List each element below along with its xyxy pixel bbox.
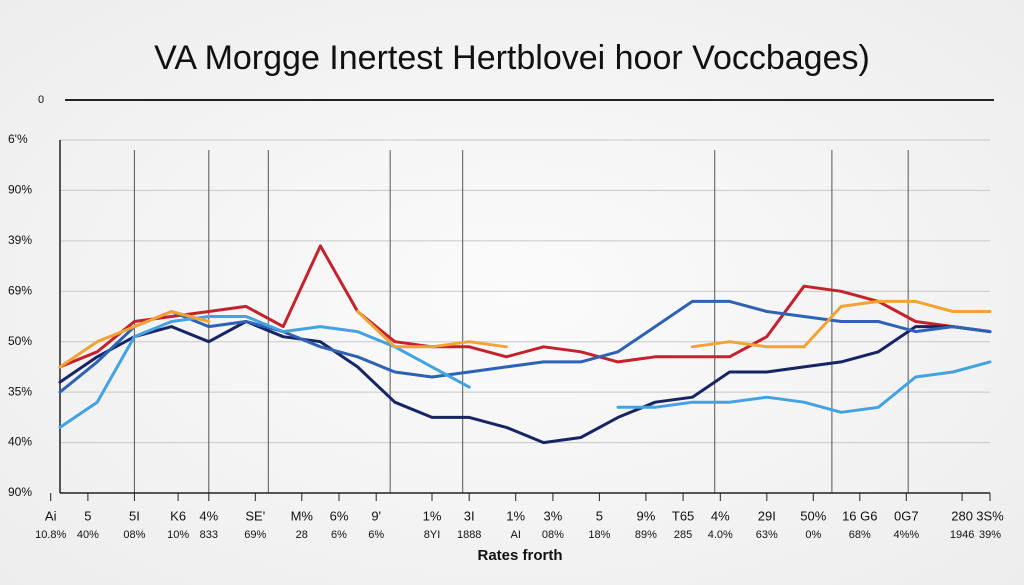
x-tick-label: 9' bbox=[371, 508, 381, 523]
x-tick-label: 6% bbox=[330, 508, 349, 523]
x-tick-label-second-row: 4.0% bbox=[708, 529, 733, 541]
x-tick-label-second-row: 08% bbox=[542, 529, 564, 541]
x-tick-label: K6 bbox=[170, 508, 186, 523]
x-tick-label-second-row: 39% bbox=[979, 529, 1001, 541]
x-tick-label-second-row: 28 bbox=[296, 529, 308, 541]
x-tick-label-second-row: 68% bbox=[849, 529, 871, 541]
x-tick-label: Ai bbox=[45, 508, 57, 523]
x-tick-label: 280 bbox=[951, 508, 973, 523]
x-tick-label: M% bbox=[291, 508, 314, 523]
x-tick-label: 3S% bbox=[976, 508, 1004, 523]
top-label: 0 bbox=[38, 94, 44, 106]
y-tick-label: 50% bbox=[8, 334, 32, 348]
x-tick-label-second-row: 08% bbox=[123, 529, 145, 541]
x-tick-label-second-row: 18% bbox=[588, 529, 610, 541]
chart-title: VA Morgge Inertest Hertblovei hoor Voccb… bbox=[154, 39, 870, 77]
x-tick-label: 3I bbox=[464, 508, 475, 523]
x-tick-label-second-row: 1888 bbox=[457, 529, 481, 541]
x-tick-label: 5 bbox=[84, 508, 91, 523]
x-tick-label-second-row: 4%% bbox=[893, 529, 919, 541]
x-tick-label-second-row: 40% bbox=[77, 529, 99, 541]
x-tick-label: 1% bbox=[506, 508, 525, 523]
x-tick-label-second-row: 8YI bbox=[424, 529, 441, 541]
x-tick-label-second-row: 10% bbox=[167, 529, 189, 541]
x-tick-label-second-row: 69% bbox=[244, 529, 266, 541]
series-line bbox=[58, 299, 992, 394]
x-tick-label-second-row: 833 bbox=[200, 529, 218, 541]
x-tick-label-second-row: 63% bbox=[756, 529, 778, 541]
x-tick-label: 1% bbox=[423, 508, 442, 523]
x-tick-label: 0G7 bbox=[894, 508, 919, 523]
x-tick-label: 16 G6 bbox=[842, 508, 877, 523]
x-tick-label: 5I bbox=[129, 508, 140, 523]
y-tick-label: 69% bbox=[8, 283, 32, 297]
x-tick-label: 3% bbox=[544, 508, 563, 523]
series-line bbox=[58, 299, 992, 369]
x-tick-label-second-row: AI bbox=[510, 529, 520, 541]
y-tick-label: 90% bbox=[8, 485, 32, 499]
x-tick-label-second-row: 285 bbox=[674, 529, 692, 541]
x-tick-label-second-row: 89% bbox=[635, 529, 657, 541]
x-tick-label-second-row: 1946 bbox=[950, 529, 974, 541]
y-tick-label: 90% bbox=[8, 183, 32, 197]
x-tick-label-second-row: 0% bbox=[805, 529, 821, 541]
y-tick-label: 39% bbox=[8, 233, 32, 247]
x-tick-label-second-row: 6% bbox=[368, 529, 384, 541]
x-tick-label: 4% bbox=[199, 508, 218, 523]
x-tick-label: 50% bbox=[800, 508, 826, 523]
series-line bbox=[58, 244, 992, 369]
x-tick-label-second-row: 10.8% bbox=[35, 529, 66, 541]
y-tick-label: 35% bbox=[8, 384, 32, 398]
x-tick-label: T65 bbox=[672, 508, 694, 523]
x-tick-label-second-row: 6% bbox=[331, 529, 347, 541]
x-axis-label: Rates frorth bbox=[477, 547, 562, 564]
y-tick-label: 6'% bbox=[8, 132, 28, 146]
x-tick-label: 29I bbox=[758, 508, 776, 523]
series-line bbox=[58, 320, 992, 445]
x-tick-label: 9% bbox=[637, 508, 656, 523]
x-tick-label: SE' bbox=[245, 508, 265, 523]
x-tick-label: 5 bbox=[596, 508, 603, 523]
x-tick-label: 4% bbox=[711, 508, 730, 523]
y-tick-label: 40% bbox=[8, 435, 32, 449]
series-line bbox=[58, 315, 992, 429]
